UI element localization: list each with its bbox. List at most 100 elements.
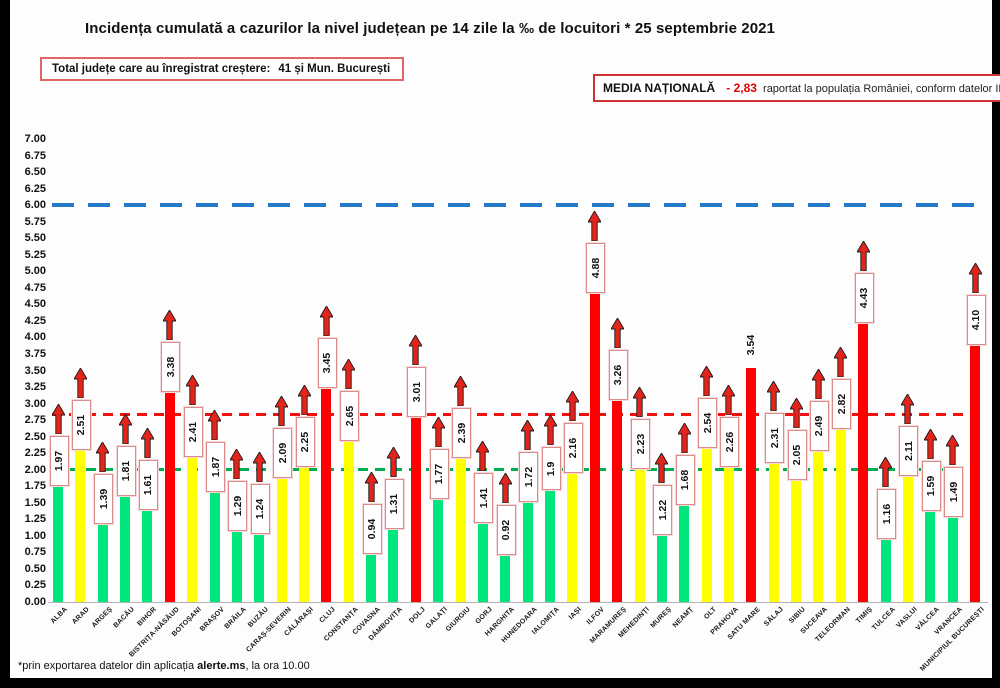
y-tick-label: 0.25 <box>24 579 46 592</box>
bar-hunedoara <box>522 488 533 602</box>
increase-arrow-icon <box>207 409 222 441</box>
bar-teleorman <box>835 415 846 602</box>
increase-arrow-icon <box>766 380 781 412</box>
growth-count-label: Total județe care au înregistrat creșter… <box>52 63 271 75</box>
bar-value-text: 3.38 <box>164 357 177 378</box>
bar-value-label: 1.22 <box>653 485 673 536</box>
bar-vaslui <box>902 462 913 602</box>
reference-line-threshold-2 <box>52 468 986 472</box>
bar-value-text: 2.11 <box>902 441 915 462</box>
chart-title: Incidența cumulată a cazurilor la nivel … <box>85 20 776 37</box>
bar-value-text: 2.16 <box>567 437 580 459</box>
increase-arrow-icon <box>498 472 513 504</box>
bar-iași <box>567 459 578 602</box>
y-tick-label: 3.50 <box>24 364 46 377</box>
bar-value-label: 1.24 <box>250 483 270 534</box>
increase-arrow-icon <box>341 357 357 390</box>
bar-value-label: 1.87 <box>206 442 226 493</box>
increase-arrow-icon <box>833 346 849 378</box>
bar-municipiul-bucurești <box>970 330 980 602</box>
bar-value-text: 3.26 <box>612 365 625 386</box>
bar-sălaj <box>768 449 779 602</box>
y-tick-label: 7.00 <box>24 133 46 145</box>
increase-arrow-icon <box>609 317 625 349</box>
national-average-box: MEDIA NAȚIONALĂ - 2,83 raportat la popul… <box>593 74 1000 102</box>
bar-value-text: 3.45 <box>321 352 334 374</box>
bar-value-text: 2.23 <box>634 433 647 454</box>
bar-brăila <box>231 516 242 602</box>
increase-arrow-icon <box>453 375 468 407</box>
increase-arrow-icon <box>922 427 938 460</box>
bar-value-label: 2.25 <box>295 417 315 468</box>
bar-value-label: 3.26 <box>608 350 628 401</box>
increase-arrow-icon <box>162 309 178 341</box>
bar-value-text: 0.94 <box>366 518 379 540</box>
bar-value-label: 2.23 <box>631 418 651 469</box>
y-tick-label: 2.25 <box>24 447 46 460</box>
bar-value-label: 2.41 <box>183 406 203 457</box>
bar-timiș <box>858 308 869 602</box>
bar-galați <box>433 484 444 602</box>
bar-dâmbovița <box>388 515 399 602</box>
bar-value-label: 2.51 <box>71 399 91 450</box>
increase-arrow-icon <box>811 368 826 400</box>
increase-arrow-icon <box>632 385 647 417</box>
bar-brașov <box>209 478 220 602</box>
bar-mureș <box>656 521 667 602</box>
increase-arrow-icon <box>251 451 267 483</box>
bar-value-text: 1.49 <box>947 482 960 503</box>
bar-ialomița <box>545 476 556 602</box>
bar-value-text: 3.01 <box>410 381 423 403</box>
y-tick-label: 6.50 <box>24 166 46 179</box>
bar-value-label: 1.72 <box>519 452 539 503</box>
bar-value-label: 4.10 <box>966 294 986 345</box>
bar-value-text: 1.41 <box>477 487 490 508</box>
bar-value-text: 1.24 <box>254 498 267 520</box>
footer-prefix: *prin exportarea datelor din aplicația <box>18 660 198 672</box>
increase-arrow-icon <box>73 367 88 399</box>
bar-bacău <box>120 482 131 602</box>
y-tick-label: 6.75 <box>24 149 46 162</box>
bar-cluj <box>321 373 332 602</box>
national-average-value: - 2,83 <box>726 81 757 95</box>
bar-harghita <box>500 541 511 602</box>
increase-arrow-icon <box>408 334 424 366</box>
bar-constanța <box>343 426 354 602</box>
increase-arrow-icon <box>699 365 714 397</box>
bar-sibiu <box>791 466 802 602</box>
national-average-note: raportat la populația României, conform … <box>763 83 1000 95</box>
increase-arrow-icon <box>117 413 133 445</box>
y-tick-label: 2.50 <box>24 430 46 443</box>
increase-arrow-icon <box>542 414 558 446</box>
bar-value-text: 1.29 <box>231 495 244 516</box>
y-tick-label: 0.50 <box>24 562 46 575</box>
bar-value-text: 2.31 <box>768 427 781 449</box>
bar-value-text: 1.61 <box>142 474 155 495</box>
bar-arad <box>75 435 86 602</box>
bar-value-text: 1.9 <box>545 461 558 477</box>
bar-value-label: 1.61 <box>138 459 158 510</box>
bar-value-label: 1.59 <box>921 460 941 511</box>
bar-value-text: 4.43 <box>858 287 871 309</box>
bar-alba <box>53 471 63 602</box>
increase-arrow-icon <box>274 394 289 427</box>
bar-argeș <box>97 510 108 602</box>
bar-value-text: 2.51 <box>75 414 88 436</box>
bar-value-text: 2.65 <box>343 405 356 426</box>
bar-bihor <box>142 495 153 602</box>
y-tick-label: 1.00 <box>24 529 46 542</box>
bar-value-label: 2.39 <box>452 407 472 458</box>
increase-arrow-icon <box>229 447 245 480</box>
bar-neamț <box>679 490 690 602</box>
bar-value-label: 1.39 <box>94 474 114 525</box>
bar-ilfov <box>589 279 600 602</box>
y-tick-label: 3.75 <box>24 347 46 360</box>
bar-value-text: 4.88 <box>589 258 602 279</box>
bar-value-label: 2.49 <box>809 401 829 452</box>
bar-value-label: 1.41 <box>474 472 494 523</box>
bar-mehedinți <box>634 454 645 602</box>
bar-value-label: 2.09 <box>273 427 293 478</box>
growth-count-box: Total județe care au înregistrat creșter… <box>40 57 405 81</box>
bar-gorj <box>477 508 488 602</box>
bar-value-label: 2.11 <box>899 426 919 477</box>
